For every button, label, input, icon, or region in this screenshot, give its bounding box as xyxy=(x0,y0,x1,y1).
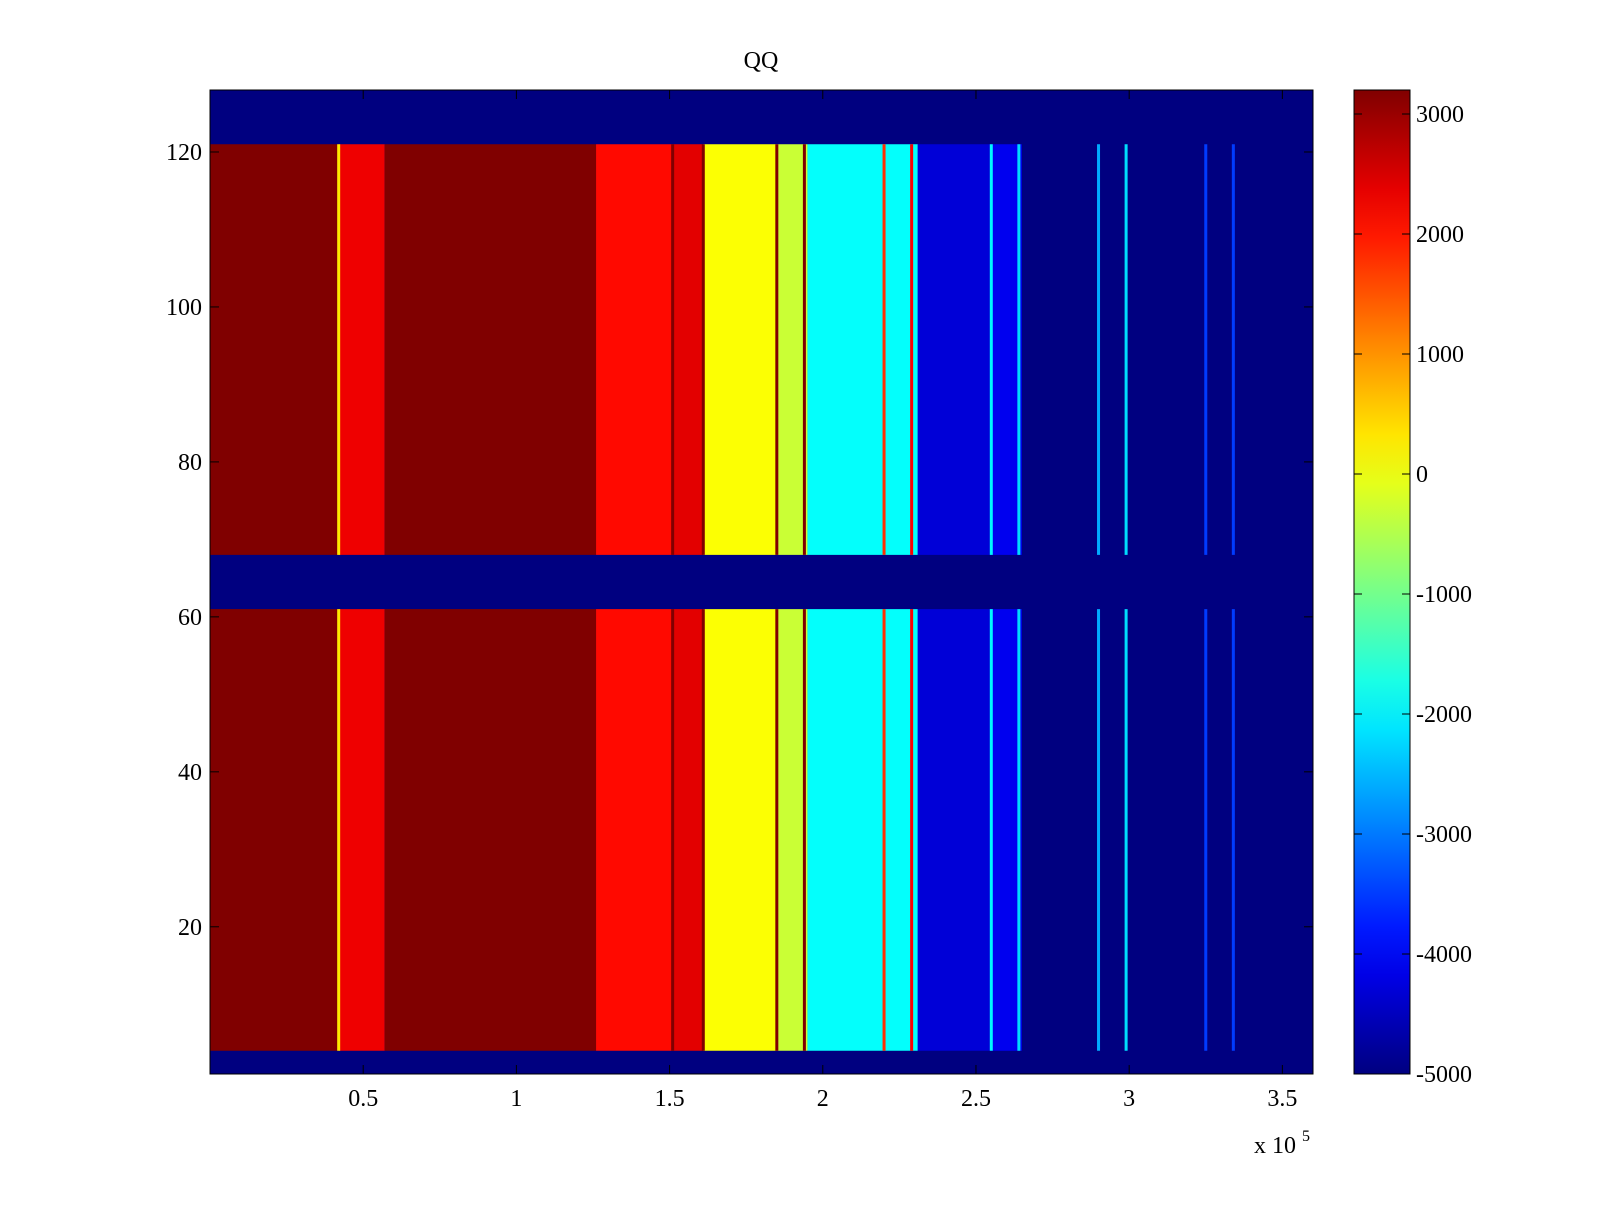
heatmap-line-1-4 xyxy=(802,144,806,555)
heatmap-band-1-1 xyxy=(338,144,385,555)
heatmap-line-0-4 xyxy=(802,609,806,1051)
y-tick-label: 100 xyxy=(166,295,202,321)
x-tick-label: 3 xyxy=(1123,1086,1135,1112)
x-tick-label: 1 xyxy=(510,1086,522,1112)
heatmap-line-1-8 xyxy=(1017,144,1021,555)
heatmap-line-1-5 xyxy=(882,144,886,555)
x-exponent-prefix: x 10 xyxy=(1254,1133,1296,1159)
heatmap-line-0-9 xyxy=(1097,609,1101,1051)
heatmap-band-0-10 xyxy=(1021,609,1313,1051)
heatmap-band-1-0 xyxy=(210,144,339,555)
colorbar-gradient xyxy=(1354,90,1410,1074)
y-axis: 20 40 60 80 100 120 xyxy=(166,140,1313,941)
colorbar-tick-label: -2000 xyxy=(1416,702,1472,728)
x-axis-exponent: x 10 5 xyxy=(1254,1128,1310,1159)
heatmap-line-0-2 xyxy=(701,609,705,1051)
heatmap-line-0-10 xyxy=(1124,609,1128,1051)
heatmap-band-1-2 xyxy=(384,144,597,555)
heatmap-layer xyxy=(210,90,1313,1074)
heatmap-line-1-2 xyxy=(701,144,705,555)
heatmap-band-1-9 xyxy=(991,144,1022,555)
heatmap-band-1-8 xyxy=(917,144,992,555)
colorbar-tick-label: 0 xyxy=(1416,462,1428,488)
x-tick-label: 1.5 xyxy=(655,1086,685,1112)
y-tick-label: 40 xyxy=(178,760,202,786)
heatmap-line-0-11 xyxy=(1204,609,1208,1051)
chart-title: QQ xyxy=(744,48,779,74)
svg-text:x 10 5: x 10 5 xyxy=(1254,1128,1310,1159)
heatmap-band-1-7 xyxy=(807,144,918,555)
colorbar-tick-label: -5000 xyxy=(1416,1062,1472,1088)
heatmap-line-1-9 xyxy=(1097,144,1101,555)
colorbar: 3000 2000 1000 0 -1000 -2000 -3000 -4000 -5000 xyxy=(1353,89,1472,1088)
x-tick-label: 0.5 xyxy=(348,1086,378,1112)
heatmap-line-0-6 xyxy=(910,609,914,1051)
colorbar-tick-label: 2000 xyxy=(1416,222,1464,248)
heatmap-band-0-4 xyxy=(672,609,704,1051)
heatmap-band-0-9 xyxy=(991,609,1022,1051)
heatmap-band-0-2 xyxy=(384,609,597,1051)
colorbar-tick-label: -4000 xyxy=(1416,942,1472,968)
x-tick-label: 2.5 xyxy=(961,1086,991,1112)
heatmap-line-0-12 xyxy=(1231,609,1235,1051)
y-tick-label: 120 xyxy=(166,140,202,166)
x-tick-label: 2 xyxy=(817,1086,829,1112)
colorbar-tick-label: -3000 xyxy=(1416,822,1472,848)
heatmap-line-0-5 xyxy=(882,609,886,1051)
heatmap-band-1-6 xyxy=(776,144,808,555)
heatmap-band-1-3 xyxy=(596,144,673,555)
y-tick-label: 60 xyxy=(178,605,202,631)
heatmap-line-1-10 xyxy=(1124,144,1128,555)
heatmap-band-1-10 xyxy=(1021,144,1313,555)
heatmap-line-1-1 xyxy=(671,144,675,555)
heatmap-line-0-8 xyxy=(1017,609,1021,1051)
x-tick-label: 3.5 xyxy=(1267,1086,1297,1112)
y-tick-label: 80 xyxy=(178,450,202,476)
heatmap-band-0-7 xyxy=(807,609,918,1051)
heatmap-band-0-8 xyxy=(917,609,992,1051)
heatmap-band-0-5 xyxy=(703,609,777,1051)
x-axis: 0.5 1 1.5 2 2.5 3 3.5 xyxy=(348,90,1297,1112)
heatmap-line-0-1 xyxy=(671,609,675,1051)
plot-frame xyxy=(209,89,1314,1075)
colorbar-ticks: 3000 2000 1000 0 -1000 -2000 -3000 -4000 -5000 xyxy=(1354,102,1472,1088)
heatmap-band-0-1 xyxy=(338,609,385,1051)
heatmap-band-1-4 xyxy=(672,144,704,555)
heatmap-band-0-3 xyxy=(596,609,673,1051)
heatmap-line-1-6 xyxy=(910,144,914,555)
y-tick-label: 20 xyxy=(178,915,202,941)
heatmap-band-0-0 xyxy=(210,609,339,1051)
heatmap-band-1-5 xyxy=(703,144,777,555)
heatmap-line-0-7 xyxy=(989,609,993,1051)
heatmap-line-1-3 xyxy=(775,144,779,555)
heatmap-line-0-0 xyxy=(337,609,341,1051)
colorbar-frame xyxy=(1353,89,1411,1075)
colorbar-tick-label: -1000 xyxy=(1416,582,1472,608)
colorbar-tick-label: 1000 xyxy=(1416,342,1464,368)
heatmap-line-1-0 xyxy=(337,144,341,555)
x-exponent-power: 5 xyxy=(1302,1128,1310,1145)
heatmap-band-0-6 xyxy=(776,609,808,1051)
heatmap-line-1-12 xyxy=(1231,144,1235,555)
heatmap-line-1-7 xyxy=(989,144,993,555)
colorbar-tick-label: 3000 xyxy=(1416,102,1464,128)
heatmap-line-0-3 xyxy=(775,609,779,1051)
heatmap-line-1-11 xyxy=(1204,144,1208,555)
